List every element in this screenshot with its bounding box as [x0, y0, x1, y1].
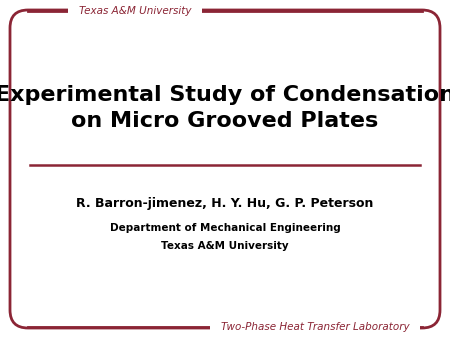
Text: Department of Mechanical Engineering: Department of Mechanical Engineering	[110, 223, 340, 233]
Text: Texas A&M University: Texas A&M University	[79, 6, 191, 16]
Text: Texas A&M University: Texas A&M University	[161, 241, 289, 251]
Text: R. Barron-jimenez, H. Y. Hu, G. P. Peterson: R. Barron-jimenez, H. Y. Hu, G. P. Peter…	[76, 196, 373, 210]
FancyBboxPatch shape	[10, 10, 440, 328]
Text: Experimental Study of Condensation
on Micro Grooved Plates: Experimental Study of Condensation on Mi…	[0, 85, 450, 131]
Text: Two-Phase Heat Transfer Laboratory: Two-Phase Heat Transfer Laboratory	[220, 322, 410, 332]
